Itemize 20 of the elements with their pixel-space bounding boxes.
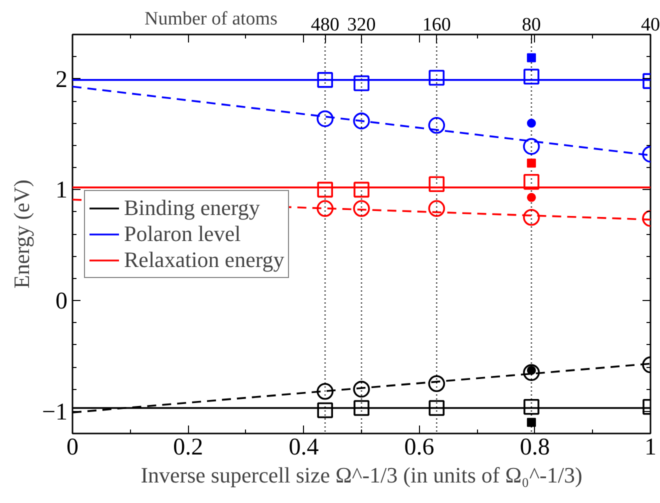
- y-axis-title: Energy (eV): [8, 180, 34, 288]
- annotation: 80: [522, 14, 541, 36]
- annotation: 480: [310, 14, 340, 36]
- y-tick-label: 0: [56, 288, 68, 314]
- x-tick-label: 1: [644, 434, 656, 460]
- legend-label: Polaron level: [124, 220, 241, 246]
- y-tick-label: 2: [56, 66, 68, 93]
- x-axis-title: Inverse supercell size Ω^-1/3 (in units of Ω₀^-1/3): [140, 462, 582, 488]
- x-tick-label: 0.6: [404, 434, 434, 460]
- text: Number of atoms: [144, 8, 278, 30]
- legend-label: Binding energy: [124, 194, 260, 220]
- annotation: 320: [347, 14, 376, 36]
- x-tick-label: 0.4: [288, 434, 319, 460]
- legend-label: Relaxation energy: [124, 246, 284, 272]
- x-tick-label: 0.2: [173, 434, 204, 460]
- annotation: 160: [422, 14, 451, 36]
- annotation: 40: [641, 14, 660, 36]
- y-tick-label: 1: [56, 178, 68, 204]
- y-tick-label: −1: [42, 399, 68, 426]
- x-tick-label: 0.8: [520, 434, 550, 460]
